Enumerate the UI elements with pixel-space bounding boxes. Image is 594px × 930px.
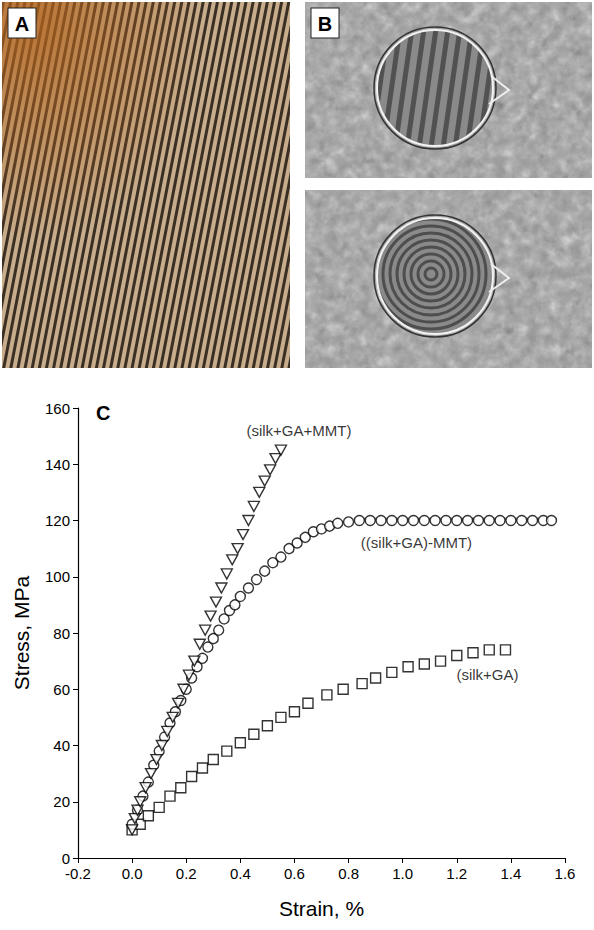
svg-text:(silk+GA): (silk+GA) (456, 666, 518, 683)
svg-text:C: C (96, 402, 110, 424)
svg-text:1.4: 1.4 (500, 865, 521, 882)
svg-text:160: 160 (45, 400, 70, 417)
svg-text:Strain, %: Strain, % (279, 897, 364, 920)
svg-text:100: 100 (45, 568, 70, 585)
svg-text:0: 0 (62, 850, 70, 867)
svg-text:0.0: 0.0 (122, 865, 143, 882)
svg-text:B: B (318, 13, 332, 35)
svg-text:0.8: 0.8 (338, 865, 359, 882)
svg-text:40: 40 (53, 737, 70, 754)
svg-text:0.4: 0.4 (230, 865, 251, 882)
svg-text:(silk+GA+MMT): (silk+GA+MMT) (246, 422, 351, 439)
svg-text:A: A (15, 13, 29, 35)
svg-text:20: 20 (53, 793, 70, 810)
svg-text:1.2: 1.2 (446, 865, 467, 882)
svg-text:120: 120 (45, 512, 70, 529)
svg-text:80: 80 (53, 625, 70, 642)
svg-text:60: 60 (53, 681, 70, 698)
svg-text:140: 140 (45, 456, 70, 473)
svg-text:1.6: 1.6 (555, 865, 576, 882)
svg-text:-0.2: -0.2 (65, 865, 91, 882)
svg-text:0.2: 0.2 (176, 865, 197, 882)
svg-text:0.6: 0.6 (284, 865, 305, 882)
svg-text:Stress, MPa: Stress, MPa (10, 576, 33, 691)
svg-text:((silk+GA)-MMT): ((silk+GA)-MMT) (361, 534, 472, 551)
svg-text:1.0: 1.0 (392, 865, 413, 882)
